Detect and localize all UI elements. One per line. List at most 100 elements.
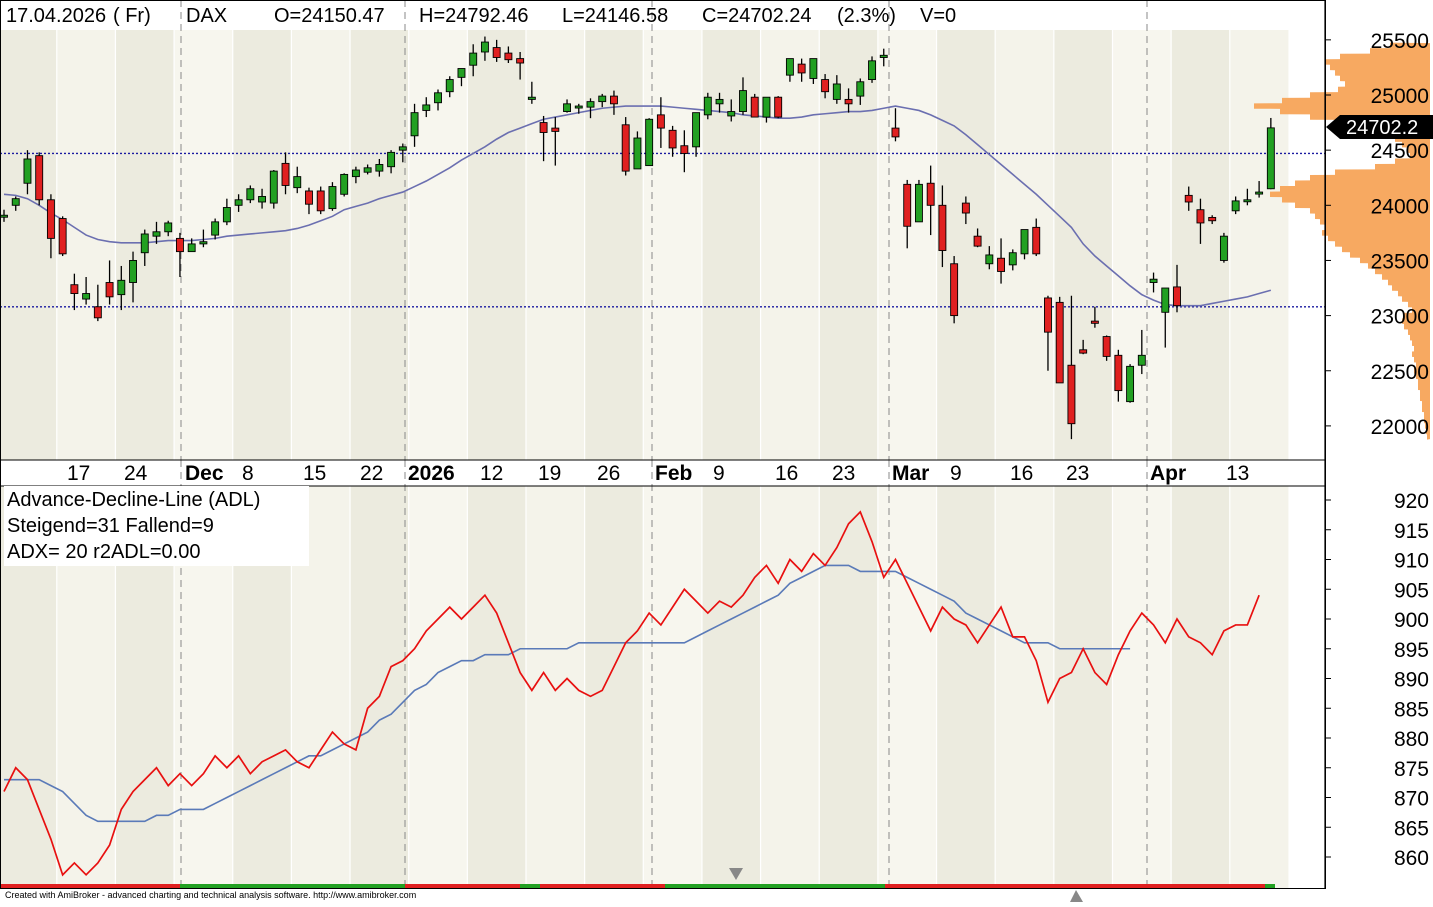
signal-strip xyxy=(665,884,885,888)
adl-week-band xyxy=(1112,486,1172,888)
candle-up xyxy=(445,79,454,93)
candle-down xyxy=(891,127,900,138)
candle-up xyxy=(985,254,994,265)
candle-up xyxy=(586,101,595,108)
candle-up xyxy=(1149,278,1158,283)
candle-down xyxy=(281,162,290,186)
last-price-label: 24702.2 xyxy=(1346,117,1418,139)
date-axis-label: 16 xyxy=(1010,462,1033,485)
candle-up xyxy=(422,104,431,111)
price-week-band xyxy=(525,30,585,460)
candle-up xyxy=(1243,199,1252,203)
candle-down xyxy=(175,237,184,253)
candle-up xyxy=(199,241,208,245)
header-date: 17.04.2026 xyxy=(6,5,106,27)
candle-down xyxy=(821,79,830,93)
candle-up xyxy=(598,95,607,103)
date-axis-label: 15 xyxy=(303,462,326,485)
adl-tick-label: 900 xyxy=(1394,609,1429,632)
candle-up xyxy=(82,293,91,300)
date-axis-label: 23 xyxy=(1066,462,1089,485)
price-tick-label: 22500 xyxy=(1371,361,1429,384)
date-axis-label: 8 xyxy=(242,462,254,485)
candle-down xyxy=(950,263,959,317)
header-low: L=24146.58 xyxy=(562,5,668,27)
signal-strip xyxy=(540,884,665,888)
candle-up xyxy=(1219,235,1228,261)
signal-strip xyxy=(330,884,405,888)
adl-week-band xyxy=(877,486,937,888)
candle-up xyxy=(187,243,196,253)
price-tick-label: 23000 xyxy=(1371,306,1429,329)
candle-down xyxy=(1102,336,1111,357)
adl-week-band xyxy=(467,486,526,888)
candle-up xyxy=(868,60,876,81)
candle-up xyxy=(1161,287,1170,313)
date-axis-label: 12 xyxy=(480,462,503,485)
date-axis-label: 16 xyxy=(775,462,798,485)
candle-up xyxy=(222,207,231,223)
adl-tick-label: 860 xyxy=(1394,847,1429,870)
candle-down xyxy=(610,95,618,105)
candle-down xyxy=(70,284,79,294)
candle-down xyxy=(504,52,513,61)
candle-up xyxy=(832,83,841,100)
candle-down xyxy=(58,218,67,255)
adl-tick-label: 910 xyxy=(1394,550,1429,573)
candle-up xyxy=(140,233,149,254)
candle-up xyxy=(1137,354,1146,366)
adl-title: Advance-Decline-Line (ADL) xyxy=(7,489,260,511)
candle-down xyxy=(305,190,313,205)
header-high: H=24792.46 xyxy=(419,5,529,27)
candle-up xyxy=(340,173,349,195)
date-axis-label: Apr xyxy=(1150,462,1186,485)
candle-down xyxy=(1044,297,1052,333)
header-open: O=24150.47 xyxy=(274,5,385,27)
adl-week-band xyxy=(701,486,761,888)
price-week-band xyxy=(232,30,292,460)
candle-up xyxy=(1126,365,1135,403)
credit-text: Created with AmiBroker - advanced charti… xyxy=(5,890,416,900)
adl-tick-label: 880 xyxy=(1394,728,1429,751)
adl-week-band xyxy=(350,486,409,888)
candle-up xyxy=(410,112,419,137)
candle-up xyxy=(727,111,736,117)
candle-down xyxy=(1173,286,1181,307)
candle-up xyxy=(856,81,865,97)
price-week-band xyxy=(643,30,702,460)
header-symbol: DAX xyxy=(186,5,227,27)
price-week-band xyxy=(1229,30,1289,460)
adl-label-background xyxy=(4,486,309,566)
candle-down xyxy=(46,199,55,239)
candle-down xyxy=(1114,354,1123,392)
price-week-band xyxy=(0,30,57,460)
candle-up xyxy=(645,118,654,167)
date-axis-label: 26 xyxy=(597,462,620,485)
candle-up xyxy=(1231,200,1240,212)
price-tick-label: 24000 xyxy=(1371,195,1429,218)
candle-down xyxy=(668,129,677,149)
candle-up xyxy=(715,98,724,105)
candle-down xyxy=(1055,301,1064,384)
candle-down xyxy=(1184,194,1193,203)
candle-down xyxy=(797,63,806,74)
adl-tick-label: 905 xyxy=(1394,579,1429,602)
candle-up xyxy=(739,90,747,112)
candle-up xyxy=(211,221,220,236)
candle-down xyxy=(656,114,665,129)
candle-up xyxy=(457,68,466,78)
candle-down xyxy=(1067,364,1076,425)
adl-tick-label: 870 xyxy=(1394,788,1429,811)
date-axis-label: 22 xyxy=(360,462,383,485)
candle-down xyxy=(997,257,1005,272)
header-volume: V=0 xyxy=(920,5,956,27)
candle-up xyxy=(129,260,137,283)
volume-profile xyxy=(1254,42,1430,440)
signal-strip xyxy=(975,884,1140,888)
date-axis-label: 9 xyxy=(950,462,962,485)
candle-up xyxy=(387,151,396,168)
candle-up xyxy=(293,176,302,189)
adl-tick-label: 920 xyxy=(1394,490,1429,513)
price-week-band xyxy=(701,30,761,460)
adl-tick-label: 875 xyxy=(1394,758,1429,781)
